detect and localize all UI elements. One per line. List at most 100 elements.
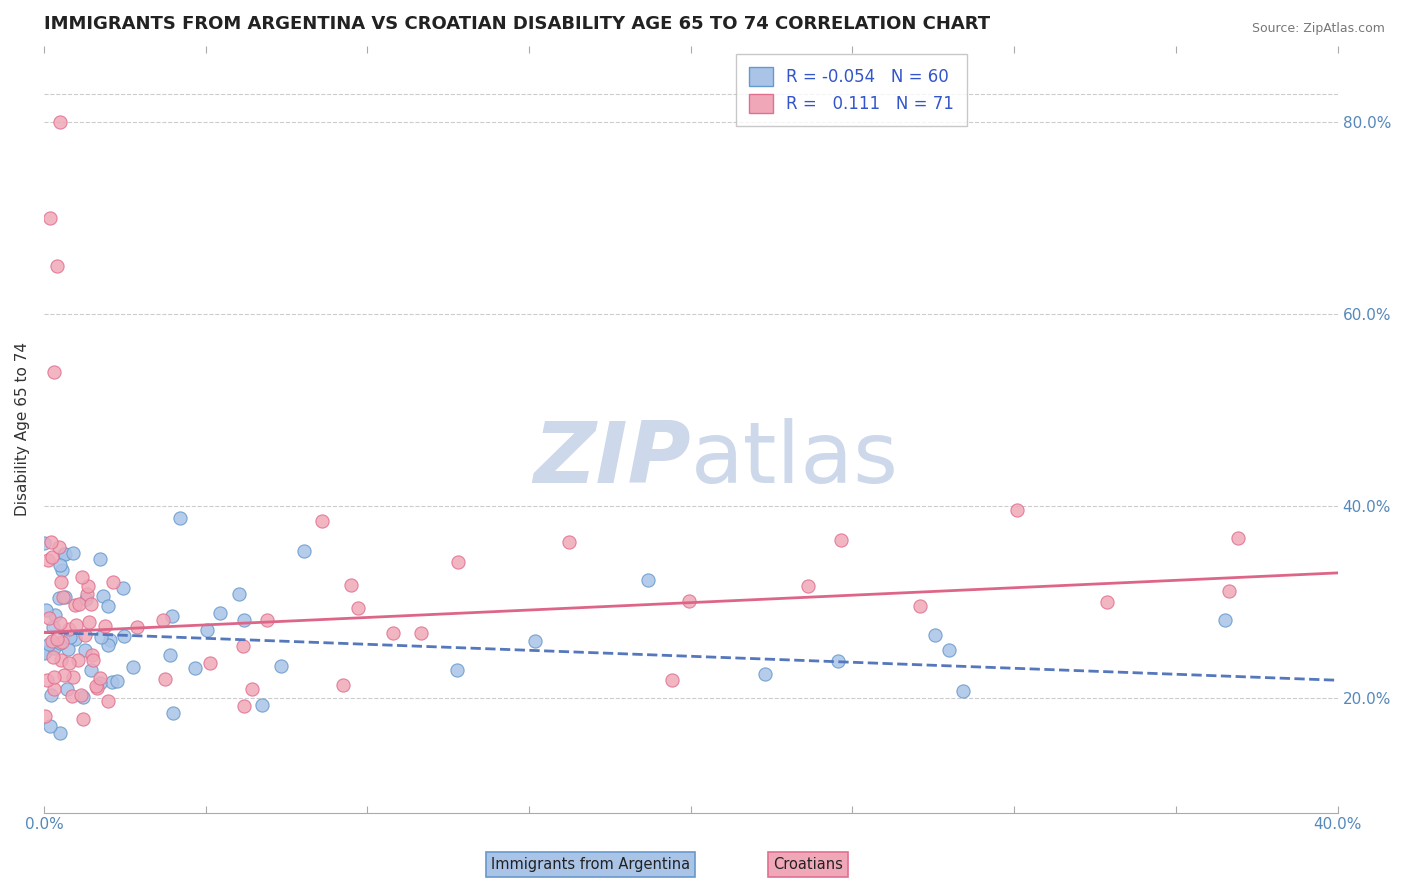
Point xyxy=(112,629,135,643)
Point xyxy=(233,613,256,627)
Point xyxy=(447,555,470,569)
Point xyxy=(80,648,103,662)
Point xyxy=(72,712,94,726)
Point xyxy=(65,618,87,632)
Point xyxy=(292,544,315,558)
Point xyxy=(79,598,101,612)
Point xyxy=(63,632,86,646)
Point xyxy=(678,594,700,608)
Point xyxy=(952,683,974,698)
Point xyxy=(34,603,56,617)
Point xyxy=(446,663,468,677)
Point xyxy=(56,681,79,696)
Point xyxy=(48,540,70,554)
Point xyxy=(938,643,960,657)
Point xyxy=(84,679,107,693)
Point xyxy=(77,615,100,629)
Point xyxy=(101,674,124,689)
Point xyxy=(32,646,55,660)
Point xyxy=(153,672,176,686)
Point xyxy=(32,535,55,549)
Point xyxy=(1215,614,1237,628)
Point xyxy=(79,663,101,677)
Point xyxy=(159,648,181,662)
Point xyxy=(90,631,112,645)
Point xyxy=(49,115,72,129)
Point xyxy=(56,642,79,657)
Point xyxy=(195,623,218,637)
Point xyxy=(42,640,65,655)
Point xyxy=(89,551,111,566)
Point xyxy=(125,620,148,634)
Point xyxy=(240,681,263,696)
Point xyxy=(58,622,80,636)
Point xyxy=(152,613,174,627)
Point xyxy=(45,632,67,646)
Point xyxy=(76,587,98,601)
Point xyxy=(86,681,108,696)
Point xyxy=(44,608,66,623)
Point xyxy=(382,625,405,640)
Point xyxy=(830,533,852,548)
Point xyxy=(42,620,65,634)
Point xyxy=(97,599,120,613)
Point xyxy=(53,591,76,605)
Point xyxy=(183,661,205,675)
Y-axis label: Disability Age 65 to 74: Disability Age 65 to 74 xyxy=(15,343,30,516)
Point xyxy=(38,637,60,651)
Point xyxy=(63,598,86,612)
Point xyxy=(45,259,67,273)
Point xyxy=(58,630,80,644)
Point xyxy=(1095,595,1118,609)
Point xyxy=(97,694,120,708)
Point xyxy=(233,699,256,714)
Point xyxy=(311,515,333,529)
Text: atlas: atlas xyxy=(690,418,898,501)
Point xyxy=(97,638,120,652)
Point xyxy=(94,618,117,632)
Point xyxy=(49,558,72,572)
Point xyxy=(38,611,60,625)
Point xyxy=(34,645,56,659)
Point xyxy=(52,547,75,561)
Point xyxy=(69,688,91,702)
Point xyxy=(661,673,683,687)
Point xyxy=(89,676,111,690)
Point xyxy=(232,640,254,654)
Text: Immigrants from Argentina: Immigrants from Argentina xyxy=(491,857,690,872)
Text: ZIP: ZIP xyxy=(533,418,690,501)
Point xyxy=(72,570,94,584)
Point xyxy=(42,649,65,664)
Point xyxy=(82,653,104,667)
Point xyxy=(39,211,62,226)
Point xyxy=(228,587,250,601)
Point xyxy=(103,575,125,590)
Point xyxy=(49,574,72,589)
Point xyxy=(55,547,77,561)
Point xyxy=(44,671,66,685)
Point xyxy=(51,635,73,649)
Point xyxy=(76,579,98,593)
Point xyxy=(827,654,849,668)
Point xyxy=(198,656,221,670)
Point xyxy=(49,616,72,631)
Point xyxy=(37,673,59,687)
Point xyxy=(48,726,70,740)
Point xyxy=(754,667,776,681)
Point xyxy=(48,636,70,650)
Point xyxy=(1218,584,1240,599)
Point xyxy=(121,659,143,673)
Point xyxy=(39,534,62,549)
Point xyxy=(1227,532,1250,546)
Point xyxy=(924,628,946,642)
Point xyxy=(169,511,191,525)
Point xyxy=(49,652,72,666)
Point xyxy=(73,628,96,642)
Point xyxy=(1007,503,1029,517)
Point xyxy=(62,546,84,560)
Point xyxy=(34,709,56,723)
Point xyxy=(75,591,97,606)
Point xyxy=(347,600,370,615)
Point xyxy=(67,597,90,611)
Point xyxy=(409,626,432,640)
